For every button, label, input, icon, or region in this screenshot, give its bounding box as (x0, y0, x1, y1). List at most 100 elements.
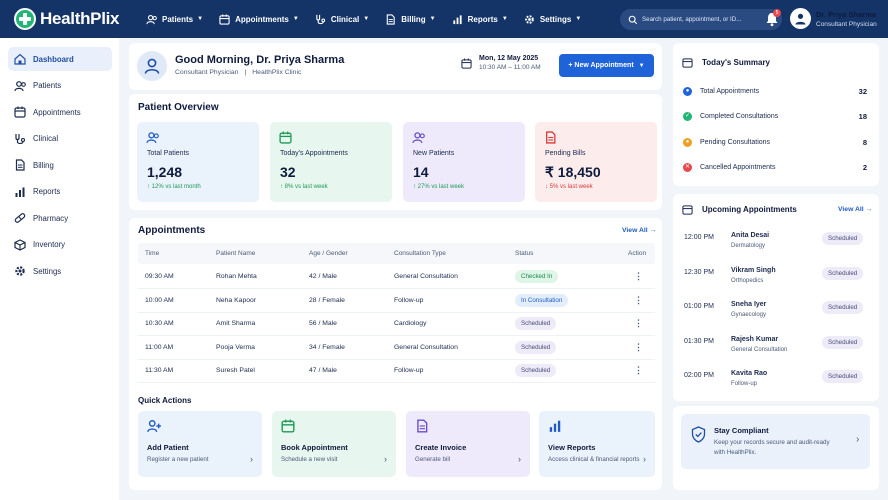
more-options-icon[interactable]: ⋮ (634, 341, 643, 352)
sidebar-item-billing[interactable]: Billing (8, 153, 112, 177)
table-header: Time Patient Name Age / Gender Consultation… (138, 243, 655, 264)
stat-card[interactable]: Today's Appointments 32 ↑ 8% vs last week (270, 122, 392, 202)
upcoming-time: 01:00 PM (684, 303, 714, 310)
sidebar-item-label: Appointments (33, 107, 81, 117)
quick-action-view-reports[interactable]: View Reports Access clinical & financial … (539, 411, 655, 477)
upcoming-department: Gynaecology (731, 312, 767, 318)
upcoming-patient-name: Sneha Iyer (731, 301, 767, 308)
status-badge: Scheduled (515, 317, 557, 331)
topnav-item-clinical[interactable]: Clinical ▼ (307, 0, 377, 38)
quick-action-create-invoice[interactable]: Create Invoice Generate bill › (406, 411, 530, 477)
upcoming-time: 01:30 PM (684, 337, 714, 345)
table-row[interactable]: 11:30 AM Suresh Patel 47 / Male Follow-up Sc… (138, 359, 655, 384)
search-box[interactable] (620, 9, 782, 30)
stat-card[interactable]: Total Patients 1,248 ↑ 12% vs last month (137, 122, 259, 202)
stat-card[interactable]: New Patients 14 ↑ 27% vs last week (403, 122, 525, 202)
more-options-icon[interactable]: ⋮ (634, 294, 643, 305)
calendar-icon (461, 58, 472, 69)
time-range: 10:30 AM – 11:00 AM (479, 64, 541, 71)
topnav-item-billing[interactable]: Billing ▼ (377, 0, 443, 38)
summary-row: ● Pending Consultations 8 (683, 135, 867, 149)
brand-logo[interactable]: HealthPlix (14, 8, 130, 30)
shield-icon (691, 426, 706, 443)
table-row[interactable]: 10:00 AM Neha Kapoor 28 / Female Follow-up I… (138, 289, 655, 313)
table-row[interactable]: 11:00 AM Pooja Verma 34 / Female General Co… (138, 336, 655, 360)
upcoming-time: 12:30 PM (684, 268, 714, 276)
stethoscope-icon (316, 14, 325, 24)
sidebar-item-label: Settings (33, 266, 62, 276)
upcoming-patient-name: Anita Desai (731, 232, 770, 239)
sidebar-item-reports[interactable]: Reports (8, 180, 112, 204)
file-icon (417, 419, 428, 433)
user-profile-menu[interactable]: Dr. Priya Sharma Consultant Physician (790, 8, 877, 29)
stat-label: New Patients (413, 150, 455, 157)
sidebar-item-dashboard[interactable]: Dashboard (8, 47, 112, 71)
greeting-title: Good Morning, Dr. Priya Sharma (175, 54, 345, 66)
quick-action-add-patient[interactable]: Add Patient Register a new patient › (138, 411, 262, 477)
sidebar-item-appointments[interactable]: Appointments (8, 100, 112, 124)
stat-card[interactable]: Pending Bills ₹ 18,450 ↓ 5% vs last week (535, 122, 657, 202)
search-input[interactable] (642, 16, 782, 23)
sidebar-item-inventory[interactable]: Inventory (8, 233, 112, 257)
stat-trend: ↑ 27% vs last week (413, 184, 465, 190)
sidebar-item-clinical[interactable]: Clinical (8, 127, 112, 151)
quick-action-subtitle: Schedule a new visit (281, 456, 338, 463)
upcoming-row[interactable]: 12:30 PM Vikram Singh Orthopedics Scheduled (683, 266, 867, 296)
table-row[interactable]: 09:30 AM Rohan Mehta 42 / Male General Cons… (138, 265, 655, 289)
calendar-icon (219, 13, 230, 25)
status-badge: Scheduled (822, 335, 864, 349)
chevron-down-icon: ▼ (363, 16, 370, 22)
quick-action-title: Create Invoice (415, 443, 467, 452)
more-options-icon[interactable]: ⋮ (634, 365, 643, 376)
upcoming-row[interactable]: 01:00 PM Sneha Iyer Gynaecology Scheduled (683, 300, 867, 330)
topnav-item-settings[interactable]: Settings ▼ (516, 0, 590, 38)
topnav-label: Settings (539, 14, 572, 24)
quick-action-title: Book Appointment (281, 443, 348, 452)
cell-time: 11:00 AM (145, 343, 174, 351)
topnav-item-appointments[interactable]: Appointments ▼ (211, 0, 307, 38)
topnav-item-reports[interactable]: Reports ▼ (444, 0, 516, 38)
upcoming-row[interactable]: 12:00 PM Anita Desai Dermatology Scheduled (683, 231, 867, 261)
upcoming-view-all-link[interactable]: View All → (838, 206, 873, 213)
upcoming-time: 12:00 PM (684, 234, 714, 241)
cell-time: 11:30 AM (145, 367, 174, 375)
topnav-label: Reports (467, 14, 498, 24)
stat-value: 14 (413, 164, 429, 180)
notification-count-badge: 5 (773, 9, 781, 17)
quick-action-subtitle: Access clinical & financial reports (548, 456, 640, 463)
chevron-right-icon: › (856, 434, 860, 445)
topnav-item-patients[interactable]: Patients ▼ (138, 0, 211, 38)
cell-patient-name[interactable]: Amit Sharma (216, 320, 256, 328)
new-appointment-button[interactable]: + New Appointment ▼ (559, 54, 654, 77)
quick-action-title: Add Patient (147, 443, 189, 452)
sidebar-item-pharmacy[interactable]: Pharmacy (8, 206, 112, 230)
more-options-icon[interactable]: ⋮ (634, 271, 643, 281)
clinic-name: HealthPlix Clinic (252, 69, 302, 76)
upcoming-row[interactable]: 01:30 PM Rajesh Kumar General Consultation… (683, 335, 867, 365)
users-icon (14, 80, 26, 91)
upcoming-row[interactable]: 02:00 PM Kavita Rao Follow-up Scheduled (683, 369, 867, 399)
sidebar-item-patients[interactable]: Patients (8, 74, 112, 98)
table-row[interactable]: 10:30 AM Amit Sharma 56 / Male Cardiology Sc… (138, 312, 655, 337)
cell-patient-name[interactable]: Suresh Patel (216, 367, 255, 375)
avatar (790, 8, 811, 29)
appointments-view-all-link[interactable]: View All → (622, 227, 657, 234)
status-badge: Scheduled (822, 370, 864, 383)
chevron-down-icon: ▼ (292, 16, 299, 22)
notifications-button[interactable]: 5 (765, 9, 781, 27)
summary-title: Today's Summary (702, 58, 770, 67)
main-menu: Patients ▼ Appointments ▼ Clinical ▼ Billing ▼ R… (138, 0, 589, 38)
upcoming-patient-name: Vikram Singh (731, 266, 776, 274)
compliance-banner[interactable]: Stay Compliant Keep your records secure … (681, 414, 870, 469)
quick-action-book-appointment[interactable]: Book Appointment Schedule a new visit › (272, 411, 396, 477)
cell-patient-name[interactable]: Rohan Mehta (216, 273, 257, 280)
sidebar-item-settings[interactable]: Settings (8, 259, 112, 283)
cell-patient-name[interactable]: Neha Kapoor (216, 296, 257, 304)
users-icon (146, 132, 159, 144)
summary-row: ● Total Appointments 32 (683, 84, 867, 98)
todays-summary-card (673, 43, 879, 186)
cell-patient-name[interactable]: Pooja Verma (216, 343, 255, 351)
more-options-icon[interactable]: ⋮ (634, 318, 643, 329)
sidebar-item-label: Billing (33, 160, 54, 170)
quick-action-subtitle: Register a new patient (147, 456, 209, 463)
